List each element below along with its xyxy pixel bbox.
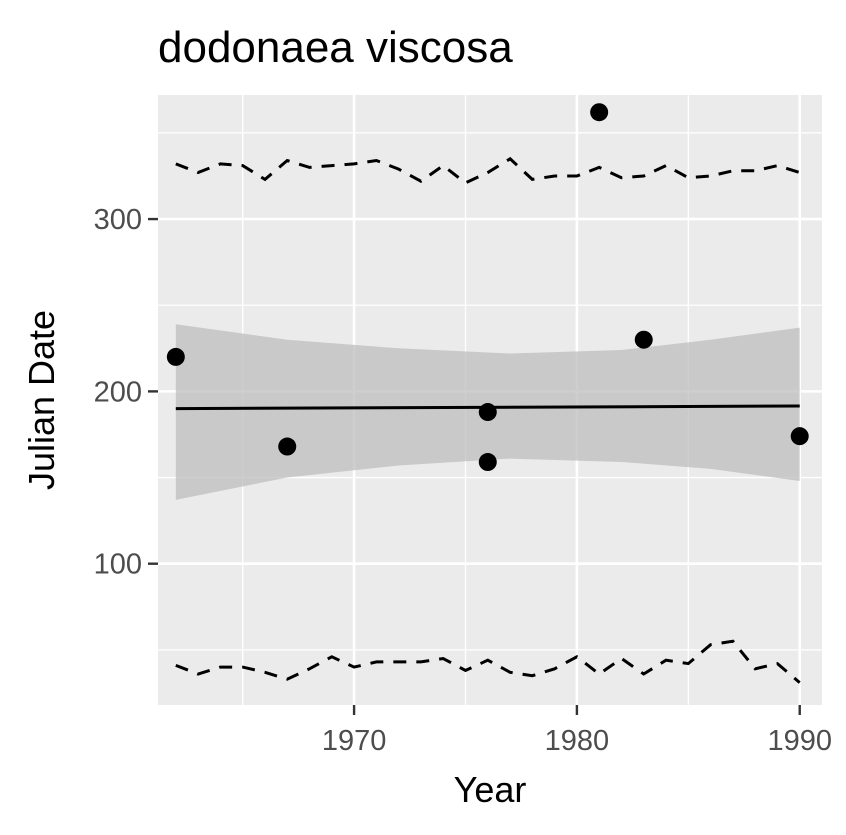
points-layer bbox=[166, 103, 809, 472]
y-tick-label: 300 bbox=[94, 204, 142, 236]
upper-dashed-line bbox=[175, 156, 801, 185]
data-point bbox=[634, 330, 653, 349]
y-axis: 100 200 300 bbox=[94, 204, 158, 581]
data-point bbox=[166, 347, 185, 366]
data-point bbox=[478, 453, 497, 472]
y-tick-label: 200 bbox=[94, 376, 142, 408]
lower-dashed-line bbox=[175, 639, 801, 684]
data-point bbox=[278, 437, 297, 456]
dashed-lines-layer bbox=[175, 156, 801, 684]
x-axis: 1970 1980 1990 bbox=[322, 705, 832, 757]
data-point bbox=[590, 103, 609, 122]
x-tick-label: 1970 bbox=[322, 725, 387, 757]
data-point bbox=[790, 427, 809, 446]
data-point bbox=[478, 403, 497, 422]
x-tick-label: 1990 bbox=[767, 725, 832, 757]
x-tick-label: 1980 bbox=[545, 725, 610, 757]
y-axis-title: Julian Date bbox=[21, 310, 62, 490]
y-tick-label: 100 bbox=[94, 549, 142, 581]
x-axis-title: Year bbox=[454, 769, 527, 810]
chart-title: dodonaea viscosa bbox=[158, 23, 513, 72]
